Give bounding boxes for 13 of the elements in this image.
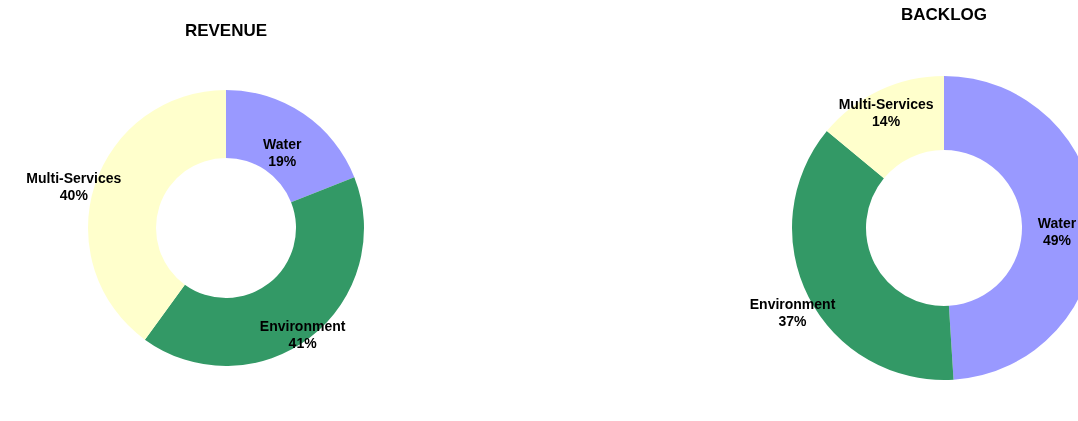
data-label: 14% bbox=[872, 112, 901, 129]
data-label: 37% bbox=[778, 313, 808, 330]
slice-label: Multi-Services bbox=[26, 169, 122, 186]
chart-title: REVENUE bbox=[184, 21, 268, 40]
slice-label: Water bbox=[1037, 215, 1077, 232]
slice-label: Water bbox=[263, 136, 302, 153]
chart-title: BACKLOG bbox=[901, 5, 987, 24]
data-label: 19% bbox=[268, 153, 297, 170]
data-label: 40% bbox=[59, 186, 89, 203]
donut-slice bbox=[226, 90, 355, 203]
donut-slice bbox=[144, 177, 364, 366]
data-label: 49% bbox=[1042, 232, 1072, 249]
slice-label: Multi-Services bbox=[838, 95, 934, 112]
